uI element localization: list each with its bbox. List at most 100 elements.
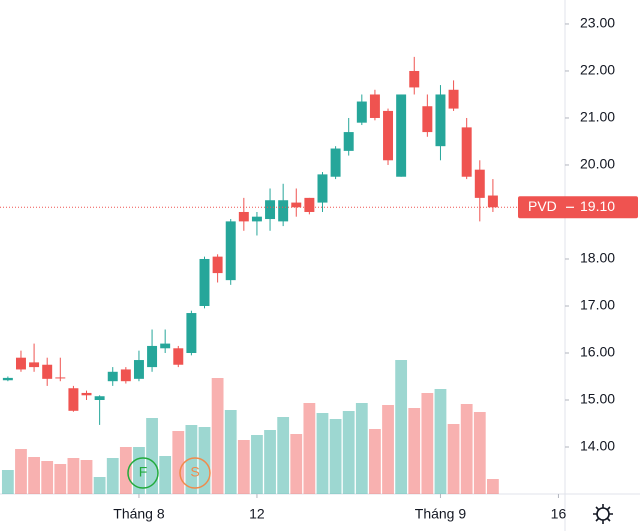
candle-body: [238, 211, 249, 222]
x-tick-label: Tháng 8: [113, 506, 165, 522]
volume-bar: [382, 405, 394, 494]
volume-bar: [67, 458, 80, 494]
candle-body: [212, 256, 223, 274]
marker-f: F: [127, 457, 159, 489]
volume-bar: [133, 447, 145, 494]
candle-body: [133, 360, 144, 379]
candle-body: [291, 202, 302, 208]
candle-body: [186, 313, 197, 353]
y-tick-label: 20.00: [580, 156, 615, 172]
volume-bar: [93, 477, 106, 494]
volume-bar: [277, 417, 290, 494]
volume-bar: [1, 470, 14, 494]
candle-body: [173, 348, 184, 365]
marker-label: S: [190, 464, 199, 480]
candle-body: [422, 106, 433, 133]
candle-body: [343, 132, 354, 151]
candle-body: [461, 127, 472, 177]
volume-bar: [28, 457, 40, 494]
candle-body: [147, 345, 158, 368]
candle-body: [265, 200, 276, 220]
y-tick-label: 14.00: [580, 438, 615, 454]
candle-body: [107, 371, 118, 382]
marker-label: F: [139, 464, 148, 480]
candle-body: [448, 89, 459, 109]
candle-body: [304, 197, 315, 212]
volume-bar: [159, 456, 172, 494]
candle-body: [278, 200, 289, 222]
volume-bar: [355, 403, 368, 494]
volume-bar: [224, 410, 237, 494]
volume-bar: [447, 424, 460, 494]
y-tick-label: 22.00: [580, 62, 615, 78]
marker-s: S: [179, 457, 211, 489]
volume-bar: [172, 431, 185, 494]
volume-bar: [106, 458, 119, 494]
volume-bar: [395, 360, 408, 494]
candle-body: [81, 392, 92, 396]
volume-bar: [80, 460, 93, 494]
candle-body: [317, 174, 328, 203]
volume-bar: [237, 440, 250, 494]
x-tick-label: Tháng 9: [415, 506, 467, 522]
candle-body: [2, 377, 13, 381]
candle-body: [29, 362, 40, 368]
y-tick-label: 18.00: [580, 250, 615, 266]
volume-bar: [15, 449, 27, 494]
volume-bar: [119, 447, 132, 494]
volume-bar: [342, 411, 355, 494]
candle-body: [42, 364, 53, 379]
settings-icon[interactable]: [593, 504, 613, 524]
candle-body: [160, 343, 171, 349]
candle-body: [120, 369, 131, 382]
volume-bar: [487, 479, 499, 494]
y-tick-label: 15.00: [580, 391, 615, 407]
last-price-name: PVD: [528, 198, 557, 214]
gear-teeth[interactable]: [593, 504, 613, 524]
y-tick-label: 23.00: [580, 15, 615, 31]
candle-body: [487, 195, 498, 208]
candle-body: [68, 388, 79, 411]
candle-body: [199, 258, 210, 306]
candle-body: [251, 216, 262, 222]
last-price-badge: [518, 196, 638, 219]
volume-bar: [460, 404, 473, 494]
y-tick-label: 17.00: [580, 297, 615, 313]
candle-body: [435, 94, 446, 147]
volume-bar: [146, 418, 158, 494]
volume-bar: [408, 408, 421, 494]
volume-bar: [264, 430, 276, 494]
volume-bar: [251, 435, 263, 494]
last-price-label: 19.10: [580, 198, 615, 214]
volume-bar: [41, 461, 54, 494]
volume-bar: [54, 464, 67, 494]
candle-body: [15, 357, 26, 370]
volume-bar: [290, 434, 303, 494]
x-tick-label: 16: [551, 506, 567, 522]
candle-body: [94, 396, 105, 400]
volume-bar: [211, 378, 224, 494]
volume-bar: [303, 403, 316, 494]
volume-bar: [434, 389, 447, 494]
candle-body: [225, 221, 236, 281]
candle-body: [55, 377, 66, 379]
marker-circle: [179, 457, 211, 489]
volume-bar: [329, 419, 342, 494]
candle-body: [396, 94, 407, 177]
x-tick-label: 12: [249, 506, 265, 522]
y-tick-label: 21.00: [580, 109, 615, 125]
y-tick-label: 16.00: [580, 344, 615, 360]
candle-body: [356, 101, 367, 123]
marker-circle: [127, 457, 159, 489]
candle-body: [369, 94, 380, 118]
volume-bar: [473, 412, 486, 494]
candle-body: [383, 110, 394, 161]
volume-bar: [369, 429, 381, 494]
candle-body: [474, 169, 485, 198]
candle-body: [330, 148, 341, 177]
volume-bar: [185, 425, 198, 494]
volume-bar: [316, 413, 329, 494]
volume-bar: [421, 393, 434, 494]
